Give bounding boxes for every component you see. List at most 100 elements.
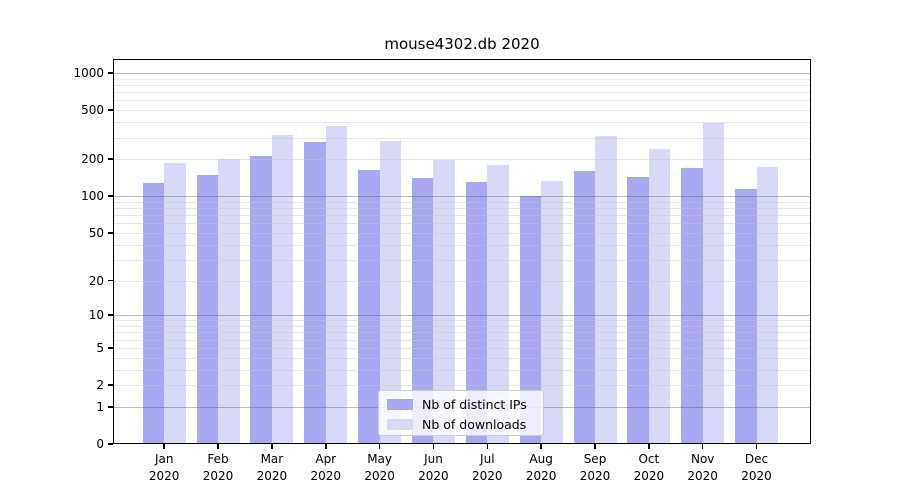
legend: Nb of distinct IPs Nb of downloads xyxy=(378,390,544,436)
minor-gridline xyxy=(113,78,811,80)
x-tick-label-sep: Sep 2020 xyxy=(579,452,611,483)
y-tick-mark xyxy=(108,158,113,160)
bar-nb-of-downloads-nov-2020 xyxy=(702,122,725,444)
y-tick-label: 1 xyxy=(96,399,104,414)
minor-gridline xyxy=(113,201,811,203)
bar-nb-of-downloads-dec-2020 xyxy=(756,167,779,444)
minor-gridline xyxy=(113,223,811,225)
legend-item-distinct-ips: Nb of distinct IPs xyxy=(379,394,543,414)
major-gridline xyxy=(113,73,811,74)
y-tick-label: 20 xyxy=(88,273,104,288)
y-tick-label: 100 xyxy=(81,189,104,204)
y-tick-mark xyxy=(108,109,113,111)
y-tick-label: 1000 xyxy=(73,66,104,80)
bar-nb-of-distinct-ips-apr-2020 xyxy=(304,141,326,444)
x-tick-mark xyxy=(271,444,273,449)
x-tick-mark xyxy=(163,444,165,449)
x-tick-label-mar: Mar 2020 xyxy=(256,452,288,483)
x-tick-mark xyxy=(755,444,758,449)
y-tick-mark xyxy=(108,443,113,445)
x-tick-mark xyxy=(432,444,435,449)
major-gridline xyxy=(113,196,811,198)
minor-gridline xyxy=(113,244,811,246)
bar-nb-of-distinct-ips-dec-2020 xyxy=(735,189,757,444)
legend-label-downloads: Nb of downloads xyxy=(422,416,527,432)
y-tick-mark xyxy=(108,72,113,74)
x-tick-label-feb: Feb 2020 xyxy=(202,452,234,483)
y-tick-label: 200 xyxy=(81,152,104,167)
y-tick-mark xyxy=(108,279,113,282)
bar-nb-of-distinct-ips-jul-2020 xyxy=(465,182,488,444)
x-tick-label-jun: Jun 2020 xyxy=(418,452,449,483)
minor-gridline xyxy=(113,232,811,234)
y-tick-label: 50 xyxy=(88,225,104,240)
bar-nb-of-downloads-jul-2020 xyxy=(487,164,509,444)
bar-nb-of-distinct-ips-jan-2020 xyxy=(142,183,165,444)
x-tick-mark xyxy=(325,444,327,449)
bar-nb-of-downloads-mar-2020 xyxy=(271,134,294,444)
x-tick-mark xyxy=(486,444,489,449)
minor-gridline xyxy=(113,122,811,124)
bar-nb-of-downloads-oct-2020 xyxy=(648,148,671,444)
y-tick-label: 500 xyxy=(81,103,104,118)
y-tick-label: 2 xyxy=(96,378,104,392)
minor-gridline xyxy=(113,110,811,112)
minor-gridline xyxy=(113,339,811,341)
x-tick-label-nov: Nov 2020 xyxy=(687,452,718,483)
minor-gridline xyxy=(113,347,811,349)
bar-nb-of-distinct-ips-may-2020 xyxy=(358,170,380,444)
minor-gridline xyxy=(113,159,811,161)
major-gridline xyxy=(113,315,811,317)
bar-nb-of-distinct-ips-nov-2020 xyxy=(681,167,703,444)
x-tick-mark xyxy=(594,444,596,449)
minor-gridline xyxy=(113,84,811,86)
x-tick-label-dec: Dec 2020 xyxy=(741,452,772,483)
y-tick-mark xyxy=(108,406,113,408)
minor-gridline xyxy=(113,280,811,282)
x-tick-label-jul: Jul 2020 xyxy=(472,452,503,483)
minor-gridline xyxy=(113,385,811,386)
x-tick-label-aug: Aug 2020 xyxy=(525,452,557,483)
x-tick-mark xyxy=(540,444,542,449)
legend-swatch-distinct-ips xyxy=(387,398,413,410)
minor-gridline xyxy=(113,100,811,102)
minor-gridline xyxy=(113,357,811,359)
x-tick-mark xyxy=(217,444,219,449)
x-tick-label-jan: Jan 2020 xyxy=(148,452,180,483)
x-tick-mark xyxy=(648,444,650,449)
minor-gridline xyxy=(113,208,811,210)
bar-nb-of-downloads-apr-2020 xyxy=(325,125,348,444)
bar-nb-of-downloads-jan-2020 xyxy=(164,162,186,444)
minor-gridline xyxy=(113,369,811,371)
bar-nb-of-downloads-may-2020 xyxy=(379,141,402,444)
bar-nb-of-downloads-aug-2020 xyxy=(541,180,563,444)
x-tick-label-oct: Oct 2020 xyxy=(633,452,665,483)
minor-gridline xyxy=(113,137,811,139)
bar-nb-of-distinct-ips-sep-2020 xyxy=(573,171,595,444)
bar-nb-of-downloads-feb-2020 xyxy=(218,159,240,444)
y-tick-label: 0 xyxy=(96,437,104,451)
y-tick-mark xyxy=(108,195,113,197)
y-tick-label: 10 xyxy=(88,308,104,323)
bar-nb-of-distinct-ips-feb-2020 xyxy=(196,174,219,444)
legend-item-downloads: Nb of downloads xyxy=(379,414,543,434)
chart-title: mouse4302.db 2020 xyxy=(384,35,540,53)
y-tick-label: 5 xyxy=(96,340,104,355)
x-tick-mark xyxy=(701,444,704,449)
bar-nb-of-distinct-ips-jun-2020 xyxy=(411,177,434,444)
bar-nb-of-downloads-sep-2020 xyxy=(595,135,617,444)
bar-nb-of-distinct-ips-aug-2020 xyxy=(519,196,542,444)
y-tick-mark xyxy=(108,384,113,386)
bar-nb-of-downloads-jun-2020 xyxy=(433,159,455,444)
x-tick-label-may: May 2020 xyxy=(364,452,395,483)
minor-gridline xyxy=(113,215,811,217)
bar-nb-of-distinct-ips-oct-2020 xyxy=(627,177,649,444)
legend-label-distinct-ips: Nb of distinct IPs xyxy=(422,396,527,412)
x-tick-label-apr: Apr 2020 xyxy=(310,452,342,483)
minor-gridline xyxy=(113,92,811,94)
y-tick-mark xyxy=(108,347,113,349)
y-tick-mark xyxy=(108,232,113,234)
bar-nb-of-distinct-ips-mar-2020 xyxy=(250,156,272,444)
minor-gridline xyxy=(113,332,811,334)
